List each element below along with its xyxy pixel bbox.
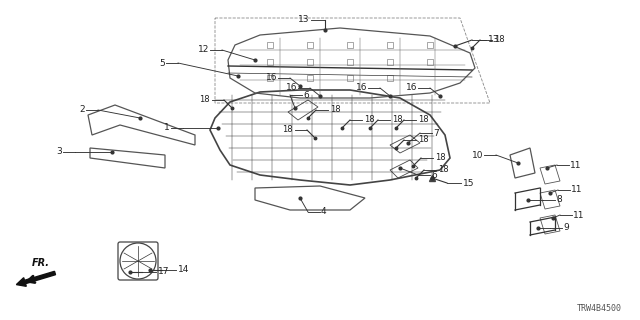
Text: 5: 5 bbox=[159, 59, 165, 68]
Text: 18: 18 bbox=[494, 36, 504, 44]
Bar bbox=[347, 75, 353, 81]
Text: 18: 18 bbox=[392, 116, 403, 124]
Bar bbox=[387, 42, 393, 48]
Text: 18: 18 bbox=[418, 135, 429, 145]
FancyArrow shape bbox=[17, 271, 56, 286]
Text: 16: 16 bbox=[285, 84, 297, 92]
Text: 18: 18 bbox=[330, 106, 340, 115]
Text: 13: 13 bbox=[488, 36, 499, 44]
Text: 15: 15 bbox=[463, 179, 474, 188]
Text: 2: 2 bbox=[79, 106, 85, 115]
Bar bbox=[347, 42, 353, 48]
Text: 18: 18 bbox=[438, 165, 449, 174]
Text: 11: 11 bbox=[573, 211, 584, 220]
Bar bbox=[307, 75, 313, 81]
Bar bbox=[427, 42, 433, 48]
Text: FR.: FR. bbox=[32, 258, 50, 268]
Bar bbox=[347, 59, 353, 65]
Bar bbox=[307, 42, 313, 48]
Text: 4: 4 bbox=[321, 207, 326, 217]
Bar bbox=[267, 59, 273, 65]
Text: 6: 6 bbox=[303, 91, 308, 100]
Text: TRW4B4500: TRW4B4500 bbox=[577, 304, 622, 313]
Text: 10: 10 bbox=[472, 150, 483, 159]
Text: 1: 1 bbox=[164, 124, 170, 132]
Bar bbox=[267, 75, 273, 81]
Bar bbox=[267, 42, 273, 48]
Text: 18: 18 bbox=[418, 116, 429, 124]
Bar bbox=[427, 59, 433, 65]
Text: 6: 6 bbox=[431, 171, 436, 180]
Text: 16: 16 bbox=[355, 84, 367, 92]
Text: 8: 8 bbox=[556, 196, 562, 204]
Text: 9: 9 bbox=[563, 223, 569, 233]
Text: 18: 18 bbox=[282, 125, 293, 134]
Text: 16: 16 bbox=[406, 84, 417, 92]
Text: 16: 16 bbox=[266, 74, 277, 83]
Text: 7: 7 bbox=[433, 129, 439, 138]
Text: 14: 14 bbox=[178, 266, 189, 275]
Text: 12: 12 bbox=[198, 45, 209, 54]
Bar bbox=[387, 59, 393, 65]
Bar bbox=[307, 59, 313, 65]
Text: 18: 18 bbox=[364, 116, 374, 124]
Bar bbox=[387, 75, 393, 81]
Text: 18: 18 bbox=[435, 154, 445, 163]
Text: 18: 18 bbox=[200, 95, 210, 105]
Text: 11: 11 bbox=[571, 186, 582, 195]
Text: 3: 3 bbox=[56, 148, 62, 156]
Text: 13: 13 bbox=[298, 15, 309, 25]
Text: 11: 11 bbox=[570, 161, 582, 170]
Text: 17: 17 bbox=[158, 268, 170, 276]
